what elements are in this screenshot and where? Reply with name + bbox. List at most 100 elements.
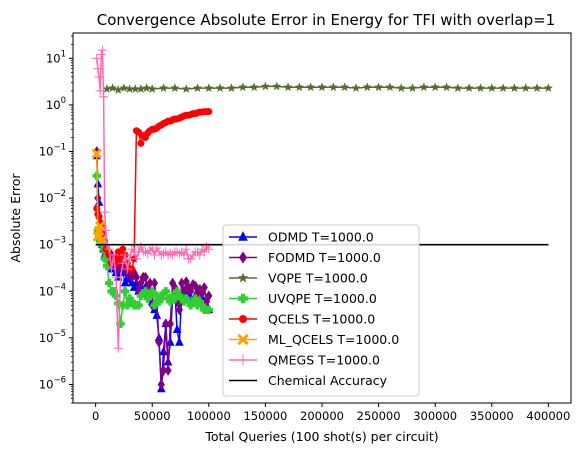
data-point bbox=[131, 254, 141, 264]
data-point bbox=[283, 82, 293, 92]
series-layer bbox=[91, 45, 554, 393]
data-point bbox=[119, 245, 127, 253]
data-point bbox=[385, 82, 395, 92]
data-point bbox=[136, 242, 146, 252]
legend-frame bbox=[222, 224, 420, 397]
y-tick-label: 10−1 bbox=[39, 143, 66, 159]
data-point bbox=[419, 82, 429, 92]
data-point bbox=[141, 83, 152, 93]
y-axis: 10−6 10−5 10−4 10−3 10−2 10−1 100 101 bbox=[39, 35, 73, 404]
data-point bbox=[186, 301, 195, 310]
y-tick-label: 10−6 bbox=[39, 375, 66, 391]
data-point bbox=[109, 287, 118, 296]
data-point bbox=[184, 297, 193, 306]
data-point bbox=[157, 378, 165, 390]
data-point bbox=[101, 226, 111, 236]
data-point bbox=[306, 82, 316, 92]
data-point bbox=[396, 83, 406, 93]
series-uvqpe-t-1000-0 bbox=[92, 171, 213, 328]
data-point bbox=[116, 319, 125, 328]
data-point bbox=[125, 294, 134, 303]
data-point bbox=[181, 244, 191, 254]
data-point bbox=[155, 336, 163, 348]
data-point bbox=[407, 83, 418, 93]
x-tick-label: 0 bbox=[92, 409, 99, 423]
data-point bbox=[113, 343, 123, 353]
x-axis-label: Total Queries (100 shot(s) per circuit) bbox=[204, 429, 438, 444]
x-tick-label: 150000 bbox=[243, 409, 287, 423]
x-tick-label: 50000 bbox=[134, 409, 171, 423]
data-point bbox=[205, 108, 213, 116]
data-point bbox=[99, 92, 109, 102]
data-point bbox=[101, 254, 110, 263]
data-point bbox=[114, 299, 123, 308]
data-point bbox=[215, 83, 225, 93]
data-point bbox=[464, 83, 474, 93]
data-point bbox=[532, 83, 542, 93]
x-tick-label: 300000 bbox=[413, 409, 457, 423]
data-point bbox=[97, 45, 107, 55]
legend-marker bbox=[238, 231, 248, 241]
data-point bbox=[168, 291, 177, 300]
legend-marker bbox=[237, 354, 249, 366]
data-point bbox=[226, 83, 237, 93]
data-point bbox=[165, 337, 175, 346]
legend-marker bbox=[238, 293, 248, 304]
data-point bbox=[147, 84, 157, 94]
legend-label: VQPE T=1000.0 bbox=[268, 271, 368, 286]
data-point bbox=[118, 301, 127, 310]
data-point bbox=[140, 247, 150, 257]
data-point bbox=[174, 248, 184, 258]
data-point bbox=[105, 278, 114, 288]
x-tick-label: 350000 bbox=[470, 409, 514, 423]
data-point bbox=[339, 82, 350, 92]
legend-label: QCELS T=1000.0 bbox=[268, 312, 375, 327]
data-point bbox=[166, 297, 175, 306]
data-point bbox=[193, 301, 202, 310]
data-point bbox=[197, 301, 207, 310]
data-point bbox=[118, 258, 128, 268]
legend-marker bbox=[239, 251, 247, 264]
legend-item: FODMD T=1000.0 bbox=[229, 250, 381, 265]
data-point bbox=[170, 294, 180, 303]
data-point bbox=[317, 82, 327, 92]
data-point bbox=[157, 294, 166, 303]
x-tick-label: 400000 bbox=[526, 409, 570, 423]
data-point bbox=[154, 297, 164, 306]
data-point bbox=[163, 294, 173, 303]
data-point bbox=[166, 318, 174, 330]
data-point bbox=[192, 83, 203, 93]
data-point bbox=[92, 53, 102, 63]
legend-item: UVQPE T=1000.0 bbox=[229, 291, 377, 306]
legend-marker bbox=[239, 315, 247, 323]
data-point bbox=[328, 82, 338, 92]
series-qmegs-t-1000-0 bbox=[92, 45, 214, 353]
data-point bbox=[91, 148, 103, 159]
series-ml-qcels-t-1000-0 bbox=[91, 148, 108, 247]
data-point bbox=[143, 294, 152, 303]
data-point bbox=[159, 346, 168, 356]
data-point bbox=[351, 83, 361, 93]
x-tick-label: 250000 bbox=[357, 409, 401, 423]
data-point bbox=[120, 250, 130, 260]
data-point bbox=[179, 297, 189, 306]
data-point bbox=[294, 82, 305, 92]
data-point bbox=[141, 271, 149, 283]
data-point bbox=[487, 83, 497, 93]
data-point bbox=[139, 289, 148, 298]
data-point bbox=[123, 301, 132, 310]
data-point bbox=[137, 139, 145, 147]
data-point bbox=[188, 297, 198, 306]
plot-area bbox=[72, 32, 572, 404]
data-point bbox=[202, 242, 212, 252]
data-point bbox=[107, 83, 118, 93]
y-tick-label: 10−3 bbox=[39, 236, 66, 252]
data-point bbox=[441, 82, 452, 92]
data-point bbox=[93, 204, 101, 212]
data-point bbox=[120, 287, 130, 296]
x-tick-label: 200000 bbox=[300, 409, 344, 423]
data-point bbox=[186, 254, 196, 264]
legend-label: QMEGS T=1000.0 bbox=[268, 353, 380, 368]
data-point bbox=[148, 287, 157, 296]
data-point bbox=[238, 82, 248, 92]
